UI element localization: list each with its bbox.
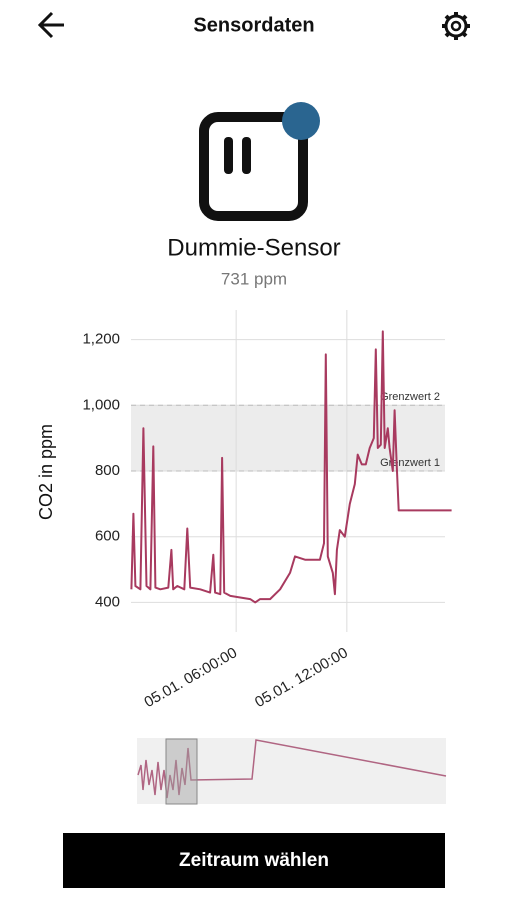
select-period-button[interactable] [63, 833, 445, 888]
y-axis-label: CO2 in ppm [36, 424, 56, 520]
y-tick-label: 600 [95, 528, 120, 545]
y-tick-label: 1,200 [82, 331, 120, 348]
threshold-label: Grenzwert 2 [380, 391, 440, 403]
settings-button[interactable] [442, 12, 470, 40]
back-button[interactable] [37, 11, 64, 39]
button-label: Zeitraum wählen [179, 850, 329, 871]
y-tick-label: 1,000 [82, 396, 120, 413]
sensor-icon [199, 102, 320, 221]
y-tick-label: 400 [95, 593, 120, 610]
sensor-name: Dummie-Sensor [167, 234, 340, 261]
threshold-label: Grenzwert 1 [380, 457, 440, 469]
navigator[interactable] [137, 738, 447, 805]
y-tick-label: 800 [95, 462, 120, 479]
data-line [130, 330, 452, 604]
sensor-reading: 731 ppm [221, 269, 287, 288]
page-title: Sensordaten [193, 14, 314, 36]
